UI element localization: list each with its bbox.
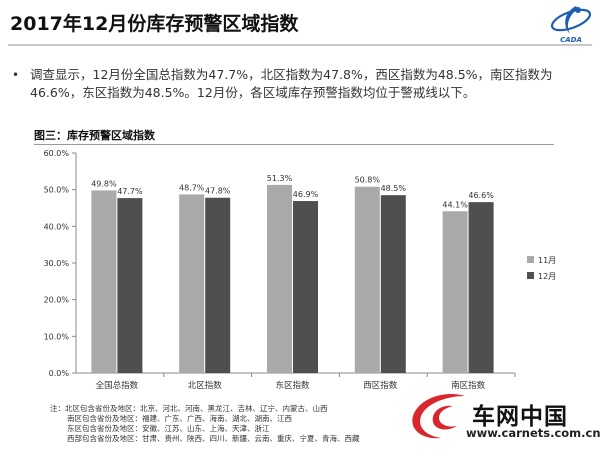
y-tick-label: 20.0%	[44, 296, 70, 305]
data-label: 47.8%	[205, 187, 231, 196]
y-tick-label: 60.0%	[44, 149, 70, 158]
x-tick-label: 北区指数	[188, 380, 223, 391]
bar	[354, 186, 380, 373]
data-label: 48.5%	[381, 184, 407, 193]
bar	[468, 202, 494, 373]
note-west: 西部包含省份及地区：甘肃、贵州、陕西、四川、新疆、云南、重庆、宁夏、青海、西藏	[67, 434, 360, 443]
cada-logo-icon	[550, 6, 592, 34]
chart-title-divider	[34, 144, 554, 145]
note-north: 注：北区包含省份及地区：北京、河北、河南、黑龙江、吉林、辽宁、内蒙古、山西	[50, 404, 328, 413]
brand-name: 车网中国	[472, 404, 568, 430]
summary-bullet: •	[12, 68, 20, 82]
bar	[293, 201, 318, 373]
legend-swatch	[527, 256, 534, 263]
data-label: 49.8%	[91, 179, 117, 188]
data-label: 46.9%	[293, 190, 319, 199]
y-tick-label: 40.0%	[44, 222, 70, 231]
data-label: 44.1%	[442, 200, 468, 209]
note-east: 东区包含省份及地区：安徽、江苏、山东、上海、天津、浙江	[67, 424, 270, 433]
brand-url: www.carnets.com.cn	[466, 426, 600, 440]
x-tick-label: 南区指数	[451, 380, 486, 391]
bar	[380, 195, 406, 373]
y-tick-label: 50.0%	[44, 186, 70, 195]
data-label: 50.8%	[355, 176, 381, 185]
data-label: 48.7%	[179, 183, 205, 192]
bar	[267, 184, 292, 373]
legend-label: 11月	[538, 256, 556, 265]
legend-label: 12月	[538, 272, 556, 281]
y-tick-label: 10.0%	[44, 332, 70, 341]
x-tick-label: 西区指数	[363, 380, 398, 391]
notes: 注：北区包含省份及地区：北京、河北、河南、黑龙江、吉林、辽宁、内蒙古、山西 南区…	[50, 404, 360, 444]
data-label: 51.3%	[267, 174, 293, 183]
y-tick-label: 0.0%	[49, 369, 70, 378]
bar	[442, 211, 468, 373]
page-title: 2017年12月份库存预警区域指数	[10, 13, 299, 35]
title-divider	[8, 44, 592, 46]
legend-swatch	[527, 272, 534, 279]
y-tick-label: 30.0%	[44, 259, 70, 268]
note-south: 南区包含省份及地区：福建、广东、广西、海南、湖北、湖南、江西	[67, 414, 292, 423]
summary-text: 调查显示，12月份全国总指数为47.7%，北区指数为47.8%，西区指数为48.…	[30, 67, 553, 100]
bar	[205, 197, 231, 373]
carnets-logo-icon	[412, 394, 465, 439]
data-label: 47.7%	[117, 187, 143, 196]
x-tick-label: 全国总指数	[96, 380, 139, 391]
chart-title: 图三：库存预警区域指数	[34, 129, 155, 142]
x-tick-label: 东区指数	[275, 380, 310, 391]
logo-text: CADA	[560, 36, 582, 44]
bar	[91, 190, 117, 373]
data-label: 46.6%	[468, 191, 494, 200]
bar	[117, 198, 143, 373]
bar	[179, 194, 205, 373]
